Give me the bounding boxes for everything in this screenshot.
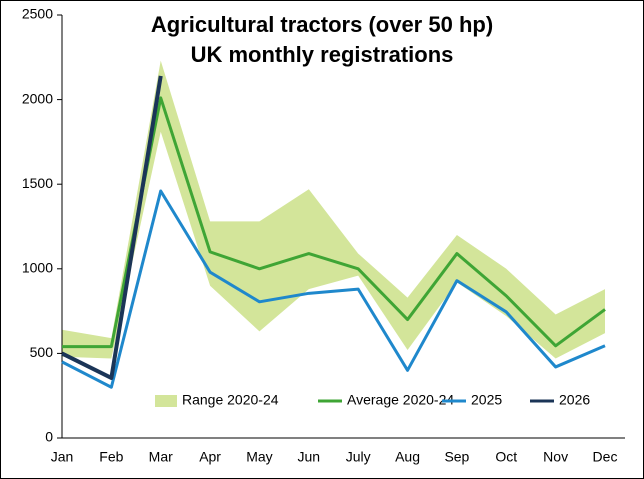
legend-swatch [155,395,177,407]
x-tick-label: Jan [51,449,74,465]
series-line [61,75,163,380]
x-tick-label: Sep [444,449,469,465]
x-tick-label: Dec [593,449,618,465]
range-band [62,60,605,359]
x-tick-label: May [246,449,272,465]
y-tick-label: 1500 [22,175,53,191]
legend-label: Range 2020-24 [182,392,279,408]
x-tick-label: Jun [298,449,321,465]
x-tick-label: July [346,449,371,465]
x-tick-label: Nov [543,449,568,465]
x-tick-label: Apr [199,449,221,465]
y-tick-label: 500 [30,344,54,360]
y-tick-label: 0 [45,429,53,445]
y-tick-label: 2500 [22,6,53,22]
legend-label: 2026 [559,392,590,408]
legend-label: 2025 [471,392,502,408]
x-tick-label: Aug [395,449,420,465]
x-tick-label: Mar [149,449,173,465]
x-tick-label: Feb [99,449,123,465]
x-tick-label: Oct [495,449,517,465]
y-tick-label: 2000 [22,90,53,106]
series-line [62,96,606,349]
series-line [61,189,606,389]
chart-subtitle: UK monthly registrations [191,42,454,67]
chart-title: Agricultural tractors (over 50 hp) [151,12,493,37]
legend-label: Average 2020-24 [347,392,454,408]
y-tick-label: 1000 [22,260,53,276]
